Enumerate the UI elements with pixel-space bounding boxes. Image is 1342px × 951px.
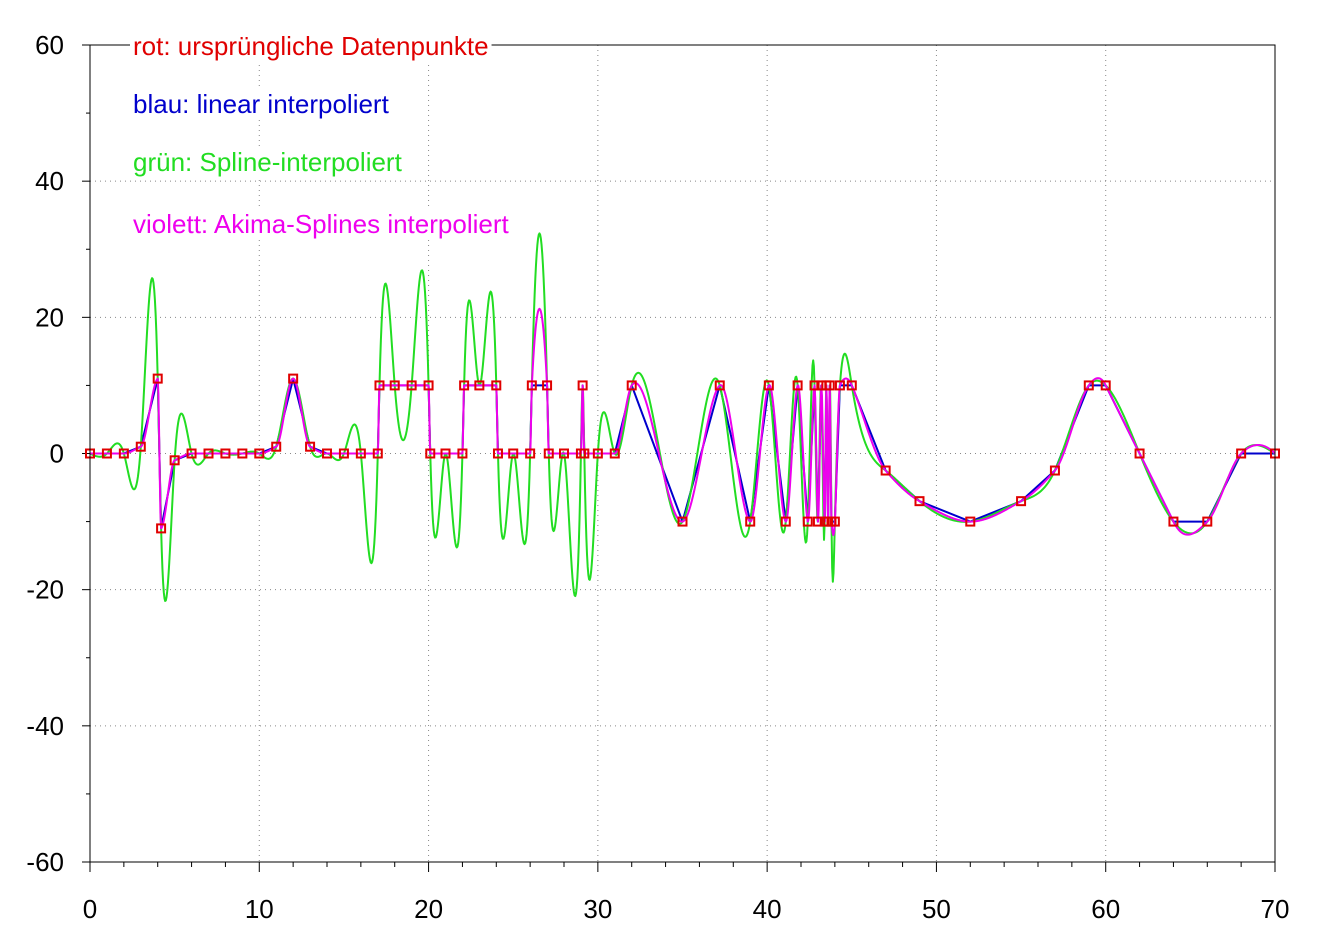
data-point-marker [186, 448, 197, 459]
data-point-marker [1049, 465, 1060, 476]
data-point-marker [824, 380, 835, 391]
grid [90, 45, 1275, 862]
legend-background [130, 147, 406, 177]
x-tick-label: 40 [753, 894, 782, 924]
data-point-marker [169, 455, 180, 466]
x-tick-label: 70 [1261, 894, 1290, 924]
data-point-marker [372, 448, 383, 459]
y-tick-label: 20 [35, 302, 64, 332]
ticks: 0 10 20 30 40 50 60 70 60 40 20 0 -20 -40 -60 [26, 30, 1289, 924]
data-point-marker [714, 380, 725, 391]
y-tick-label: 60 [35, 30, 64, 60]
data-point-marker [474, 380, 485, 391]
data-point-marker [440, 448, 451, 459]
data-point-marker [965, 516, 976, 527]
data-point-marker [1168, 516, 1179, 527]
data-point-marker [220, 448, 231, 459]
data-point-marker [1236, 448, 1247, 459]
data-point-marker [543, 448, 554, 459]
data-point-marker [374, 380, 385, 391]
data-point-marker [457, 448, 468, 459]
data-point-marker [526, 380, 537, 391]
data-point-marker [609, 448, 620, 459]
data-point-marker [492, 448, 503, 459]
data-point-marker [322, 448, 332, 459]
data-point-marker [1083, 380, 1094, 391]
x-tick-label: 0 [83, 894, 97, 924]
data-point-marker [355, 448, 366, 459]
plot-background [90, 45, 1275, 862]
data-point-marker [579, 448, 590, 459]
marker-layer [85, 373, 1280, 534]
data-point-marker [152, 373, 163, 384]
y-tick-label: 40 [35, 166, 64, 196]
data-point-marker [559, 448, 569, 459]
data-point-marker [802, 516, 813, 527]
legend: rot: ursprüngliche Datenpunkte blau: line… [130, 31, 513, 239]
data-point-marker [1134, 448, 1145, 459]
data-point-marker [745, 516, 756, 527]
data-point-marker [792, 380, 803, 391]
data-point-marker [780, 516, 791, 527]
data-point-marker [425, 448, 436, 459]
data-point-marker [829, 516, 840, 527]
data-point-marker [914, 496, 925, 507]
data-point-marker [677, 516, 688, 527]
data-point-marker [880, 465, 891, 476]
data-point-marker [406, 380, 417, 391]
data-point-marker [237, 448, 248, 459]
data-point-marker [338, 448, 349, 459]
data-point-marker [271, 441, 282, 452]
data-point-marker [305, 441, 316, 452]
y-tick-label: -40 [26, 711, 64, 741]
data-point-marker [508, 448, 519, 459]
data-point-marker [577, 380, 588, 391]
data-point-marker [1016, 496, 1027, 507]
data-point-marker [288, 373, 299, 384]
data-point-marker [809, 380, 820, 391]
x-tick-label: 20 [414, 894, 443, 924]
x-tick-label: 30 [583, 894, 612, 924]
data-point-marker [834, 380, 845, 391]
data-point-marker [203, 448, 214, 459]
data-point-marker [254, 448, 265, 459]
legend-background [130, 31, 492, 61]
data-point-marker [101, 448, 112, 459]
series-line-akima [90, 307, 1275, 537]
axes [89, 44, 1276, 863]
legend-background [130, 89, 393, 119]
legend-entry: blau: linear interpoliert [133, 89, 390, 119]
data-point-marker [592, 448, 603, 459]
legend-entry: violett: Akima-Splines interpoliert [133, 209, 509, 239]
data-point-marker [135, 441, 146, 452]
data-point-marker [118, 448, 129, 459]
y-tick-label: 0 [50, 439, 64, 469]
legend-entry: grün: Spline-interpoliert [133, 147, 403, 177]
data-point-marker [156, 523, 167, 534]
data-point-marker [626, 380, 637, 391]
data-point-marker [389, 380, 400, 391]
legend-entry: rot: ursprüngliche Datenpunkte [133, 31, 489, 61]
data-point-marker [459, 380, 470, 391]
data-point-marker [812, 516, 823, 527]
y-tick-label: -20 [26, 575, 64, 605]
data-point-marker [423, 380, 434, 391]
data-point-marker [846, 380, 857, 391]
y-tick-label: -60 [26, 847, 64, 877]
plot-frame [89, 44, 1276, 863]
x-tick-label: 50 [922, 894, 951, 924]
data-point-marker [525, 448, 536, 459]
x-tick-label: 10 [245, 894, 274, 924]
data-point-marker [1100, 380, 1111, 391]
data-point-marker [1202, 516, 1213, 527]
data-point-marker [542, 380, 553, 391]
x-tick-label: 60 [1091, 894, 1120, 924]
data-point-marker [491, 380, 502, 391]
data-point-marker [763, 380, 774, 391]
legend-background [130, 209, 513, 239]
